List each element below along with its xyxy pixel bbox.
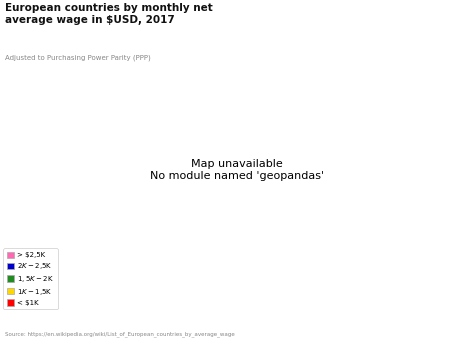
Text: European countries by monthly net
average wage in $USD, 2017: European countries by monthly net averag… <box>5 3 212 25</box>
Text: Map unavailable
No module named 'geopandas': Map unavailable No module named 'geopand… <box>150 159 324 181</box>
Text: Source: https://en.wikipedia.org/wiki/List_of_European_countries_by_average_wage: Source: https://en.wikipedia.org/wiki/Li… <box>5 331 235 337</box>
Legend: > $2,5K, $2K - $2,5K, $1,5K - $2K, $1K - $1,5K, < $1K: > $2,5K, $2K - $2,5K, $1,5K - $2K, $1K -… <box>3 248 58 309</box>
Text: Adjusted to Purchasing Power Parity (PPP): Adjusted to Purchasing Power Parity (PPP… <box>5 54 150 61</box>
